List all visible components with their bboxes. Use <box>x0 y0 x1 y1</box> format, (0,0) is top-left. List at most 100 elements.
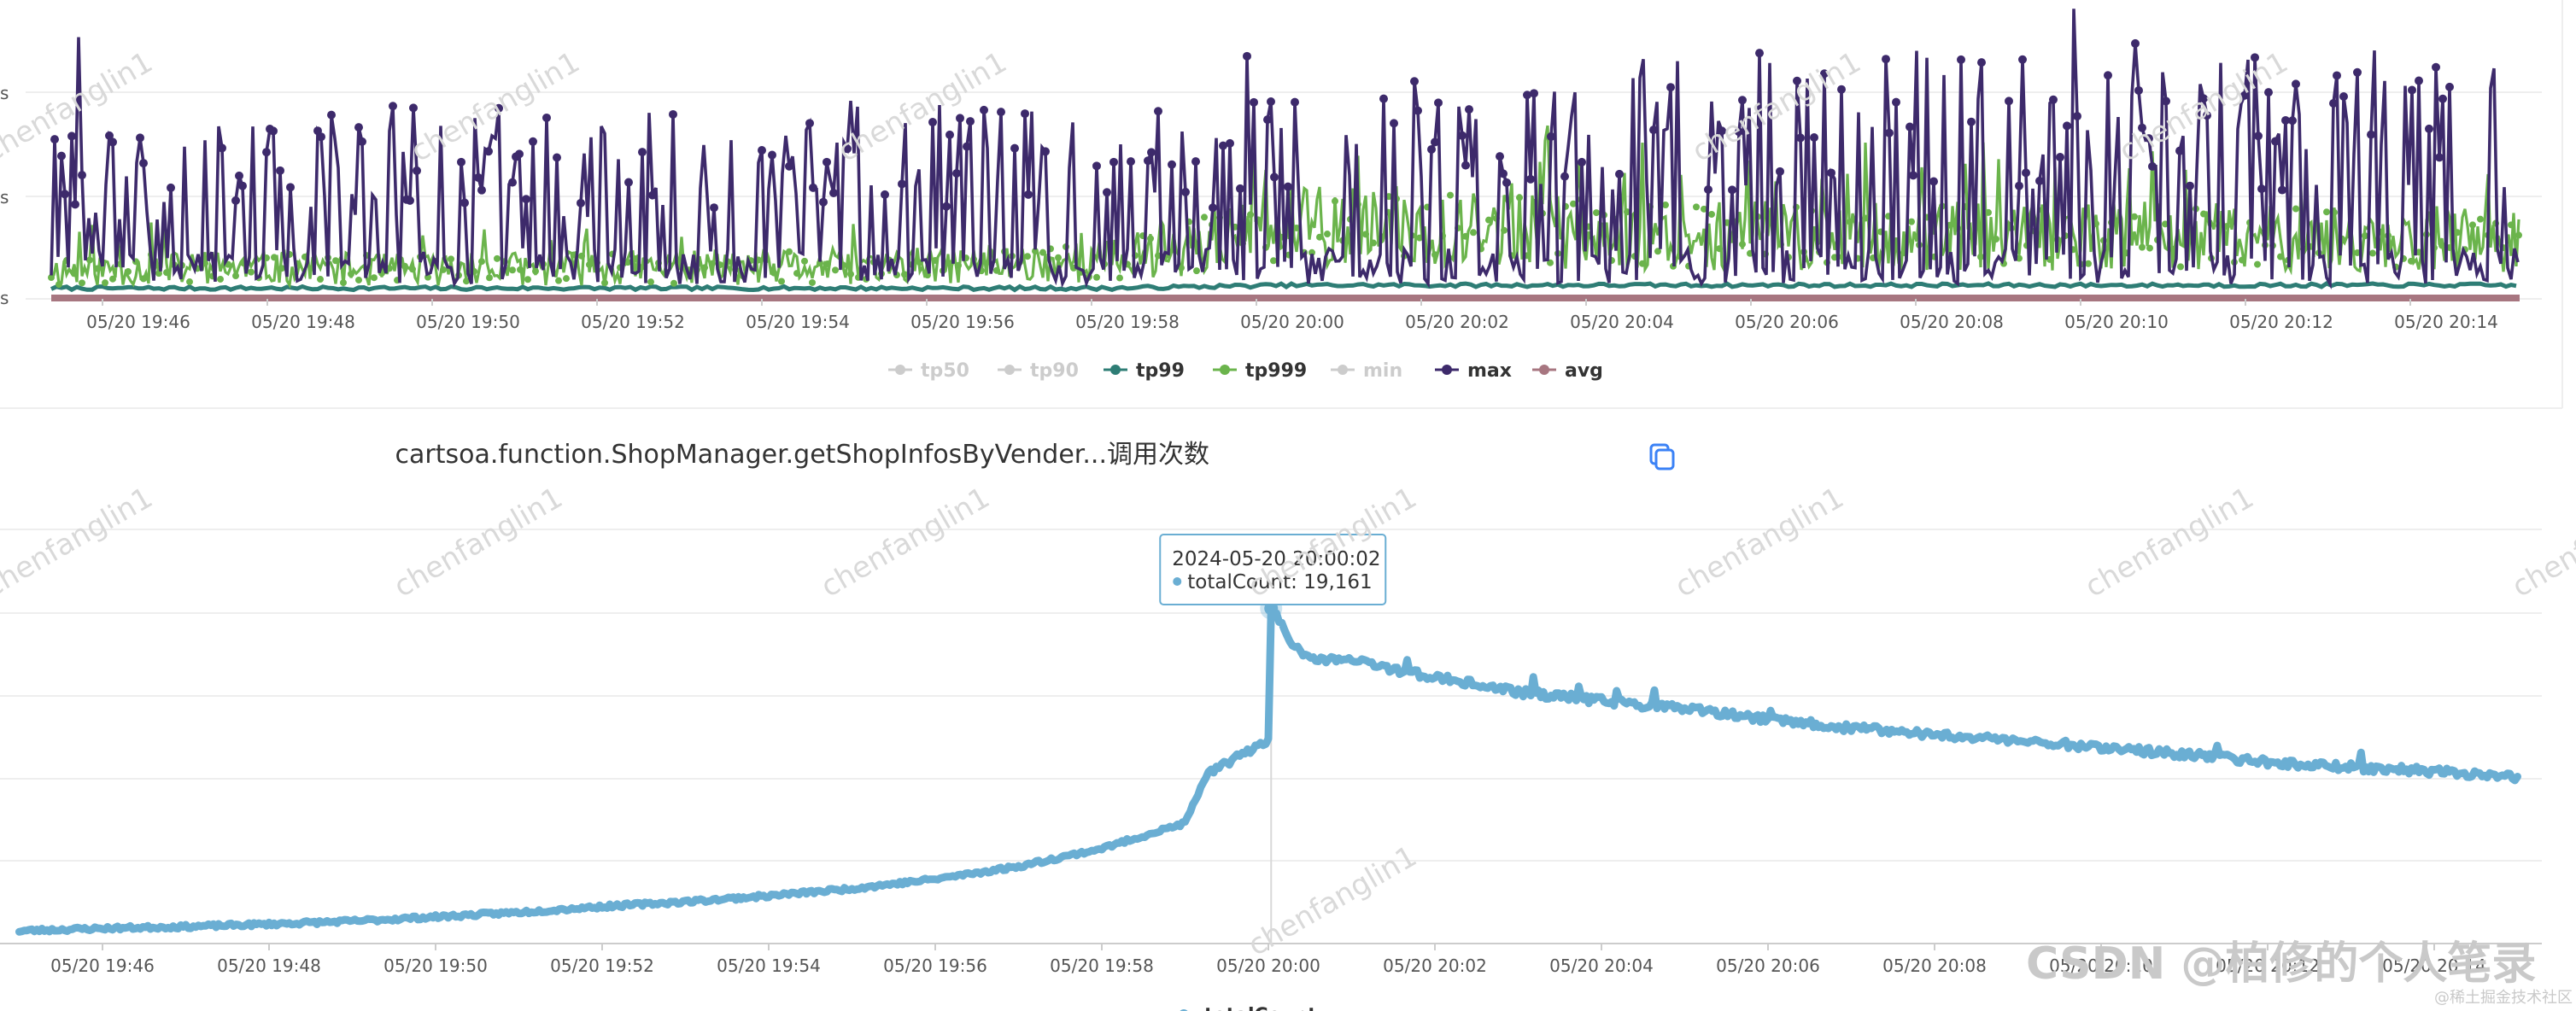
tp999-point <box>1501 226 1508 234</box>
tp999-point <box>1624 208 1630 216</box>
legend-marker <box>1442 365 1452 375</box>
tp999-point <box>524 276 531 283</box>
tp999-point <box>317 276 324 283</box>
max-point <box>1458 131 1467 140</box>
legend-label: tp999 <box>1245 360 1307 382</box>
max-point <box>2175 146 2184 155</box>
legend-item-max[interactable]: max <box>1435 360 1512 382</box>
tp999-point <box>509 266 516 274</box>
max-point <box>167 183 175 192</box>
count-x-ticks: 05/20 19:46 05/20 19:48 05/20 19:50 05/20 1… <box>50 944 2486 976</box>
max-point <box>50 135 59 144</box>
max-point <box>136 133 144 143</box>
max-point <box>2005 96 2013 106</box>
tp999-point <box>709 260 716 267</box>
max-point <box>1284 182 1292 191</box>
max-point <box>1793 76 1801 85</box>
max-point <box>71 200 79 209</box>
tp999-point <box>586 260 593 268</box>
count-x-tick-label: 05/20 20:00 <box>1216 955 1320 976</box>
max-point <box>942 202 951 211</box>
max-point <box>2049 95 2058 104</box>
latency-y-tick: s <box>0 187 9 207</box>
max-point <box>1270 172 1279 182</box>
max-point <box>1718 126 1726 136</box>
tp999-point <box>624 259 631 266</box>
legend-item-tp90[interactable]: tp90 <box>998 360 1079 382</box>
latency-x-tick-label: 05/20 20:04 <box>1570 312 1674 332</box>
latency-x-tick-label: 05/20 19:58 <box>1075 312 1180 332</box>
tp999-point <box>2454 229 2461 237</box>
tp999-point <box>109 275 116 283</box>
tp999-point <box>2292 205 2299 213</box>
tp999-point <box>186 278 193 286</box>
max-point <box>1147 148 1156 157</box>
max-point <box>2240 91 2249 100</box>
max-point <box>2339 92 2348 102</box>
max-point <box>108 137 117 147</box>
tp999-point <box>1639 260 1646 267</box>
tp999-point <box>2085 260 2092 267</box>
max-point <box>1796 133 1805 143</box>
legend-marker <box>895 365 905 375</box>
max-point <box>1578 157 1586 167</box>
count-legend: totalCount <box>1172 1005 1317 1011</box>
latency-x-tick-label: 05/20 20:14 <box>2394 312 2498 332</box>
max-point <box>2281 115 2290 125</box>
tp999-point <box>2046 255 2053 263</box>
max-point <box>1526 174 1535 184</box>
max-point <box>2199 94 2208 103</box>
copy-icon[interactable] <box>1649 443 1675 470</box>
tp999-point <box>94 265 101 272</box>
max-point <box>1465 105 1473 114</box>
legend-item-min[interactable]: min <box>1331 360 1402 382</box>
count-x-tick-label: 05/20 19:56 <box>883 955 987 976</box>
max-point <box>1820 69 1829 79</box>
tp999-point <box>1055 254 1062 261</box>
tp999-point <box>801 257 808 265</box>
tp999-point <box>701 264 708 272</box>
max-point <box>785 161 793 171</box>
max-point <box>1892 97 1900 107</box>
tp999-point <box>778 278 785 285</box>
max-point <box>768 150 776 160</box>
legend-item-tp99[interactable]: tp99 <box>1104 360 1185 382</box>
tp999-point <box>847 271 854 278</box>
legend-item-totalCount[interactable]: totalCount <box>1172 1005 1317 1011</box>
tp999-point <box>2200 210 2207 218</box>
max-point <box>139 159 148 168</box>
max-point <box>276 166 284 175</box>
tp999-point <box>1316 233 1323 241</box>
max-point <box>2186 181 2194 190</box>
tp999-point <box>271 254 278 261</box>
tp999-point <box>578 252 585 260</box>
max-point <box>2257 184 2266 194</box>
max-point <box>1263 115 1272 125</box>
max-point <box>1755 49 1764 58</box>
max-point <box>1390 119 1398 128</box>
count-x-tick-label: 05/20 19:52 <box>550 955 654 976</box>
max-point <box>508 178 517 187</box>
max-point <box>997 108 1005 117</box>
max-point <box>477 185 486 195</box>
max-point <box>1776 167 1784 176</box>
tp999-point <box>1116 274 1123 282</box>
legend-item-tp999[interactable]: tp999 <box>1213 360 1307 382</box>
max-point <box>529 137 537 146</box>
max-point <box>235 171 243 180</box>
tp999-point <box>2362 232 2368 240</box>
legend-marker <box>1539 365 1549 375</box>
latency-x-tick-label: 05/20 20:12 <box>2229 312 2333 332</box>
max-point <box>474 172 483 182</box>
max-point <box>2292 79 2300 89</box>
max-point <box>1250 97 1258 107</box>
tooltip-time: 2024-05-20 20:00:02 <box>1172 548 1380 570</box>
max-point <box>2022 168 2030 178</box>
max-point <box>515 149 524 159</box>
legend-item-tp50[interactable]: tp50 <box>888 360 969 382</box>
max-point <box>105 131 114 140</box>
legend-item-avg[interactable]: avg <box>1532 360 1603 382</box>
series-totalcount-line <box>15 604 2521 936</box>
latency-x-tick-label: 05/20 19:48 <box>251 312 355 332</box>
tp999-point <box>1662 202 1669 209</box>
